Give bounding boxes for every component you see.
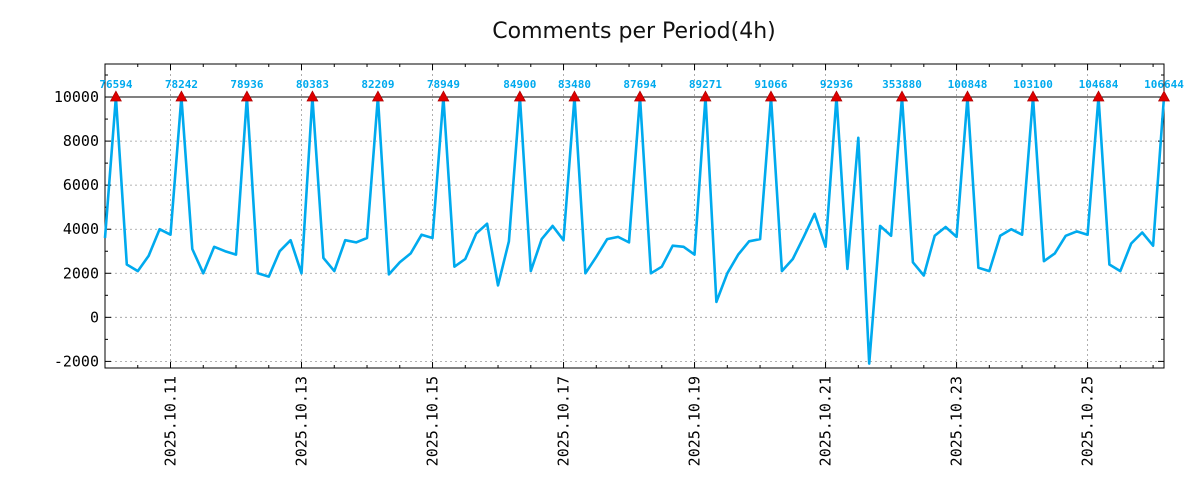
peak-marker xyxy=(437,90,450,102)
series-line-comments xyxy=(103,95,1166,365)
peak-label: 91066 xyxy=(754,78,787,91)
peak-label: 76594 xyxy=(99,78,132,91)
peak-marker xyxy=(1157,90,1171,102)
peak-marker xyxy=(633,90,646,102)
peak-label: 84900 xyxy=(503,78,536,91)
peak-label: 103100 xyxy=(1013,78,1053,91)
chart-title: Comments per Period(4h) xyxy=(492,19,776,44)
peak-label: 87694 xyxy=(623,78,656,91)
peak-marker xyxy=(371,90,384,102)
peak-marker xyxy=(306,90,319,102)
peak-label: 78242 xyxy=(165,78,198,91)
y-tick-label: 0 xyxy=(90,308,99,326)
peak-marker xyxy=(895,90,908,102)
peak-label: 104684 xyxy=(1079,78,1119,91)
peak-label: 89271 xyxy=(689,78,722,91)
peak-marker xyxy=(830,90,843,102)
y-tick-label: 8000 xyxy=(63,132,99,150)
x-tick-label: 2025.10.11 xyxy=(162,376,180,466)
peak-markers xyxy=(109,90,1171,102)
peak-label: 92936 xyxy=(820,78,853,91)
y-tick-label: 4000 xyxy=(63,220,99,238)
peak-marker xyxy=(240,90,253,102)
x-tick-label: 2025.10.15 xyxy=(424,376,442,466)
peak-label: 83480 xyxy=(558,78,591,91)
x-tick-label: 2025.10.17 xyxy=(555,376,573,466)
peak-marker xyxy=(109,90,122,102)
x-tick-label: 2025.10.23 xyxy=(948,376,966,466)
y-tick-label: 10000 xyxy=(54,88,99,106)
peak-label: 353880 xyxy=(882,78,922,91)
x-tick-label: 2025.10.13 xyxy=(293,376,311,466)
axes: -2000 0 2000 4000 6000 8000 10000 2025.10.11 202… xyxy=(54,63,1165,466)
peak-label: 78949 xyxy=(427,78,460,91)
y-tick-label: 2000 xyxy=(63,264,99,282)
peak-label: 80383 xyxy=(296,78,329,91)
y-tick-label: 6000 xyxy=(63,176,99,194)
peak-labels: 76594 78242 78936 80383 82209 78949 84900 83480… xyxy=(99,78,1184,91)
x-tick-label: 2025.10.25 xyxy=(1079,376,1097,466)
peak-marker xyxy=(568,90,581,102)
peak-marker xyxy=(699,90,712,102)
peak-label: 100848 xyxy=(948,78,988,91)
peak-marker xyxy=(1092,90,1105,102)
plot-border xyxy=(104,63,1165,369)
peak-marker xyxy=(513,90,526,102)
peak-label: 82209 xyxy=(361,78,394,91)
peak-marker xyxy=(961,90,974,102)
peak-marker xyxy=(175,90,188,102)
y-tick-label: -2000 xyxy=(54,352,99,370)
peak-marker xyxy=(764,90,777,102)
peak-marker xyxy=(1026,90,1039,102)
grid xyxy=(105,64,1164,368)
peak-label: 78936 xyxy=(230,78,263,91)
x-tick-label: 2025.10.21 xyxy=(817,376,835,466)
x-tick-label: 2025.10.19 xyxy=(686,376,704,466)
peak-label: 106644 xyxy=(1144,78,1184,91)
series-layer xyxy=(103,95,1166,365)
